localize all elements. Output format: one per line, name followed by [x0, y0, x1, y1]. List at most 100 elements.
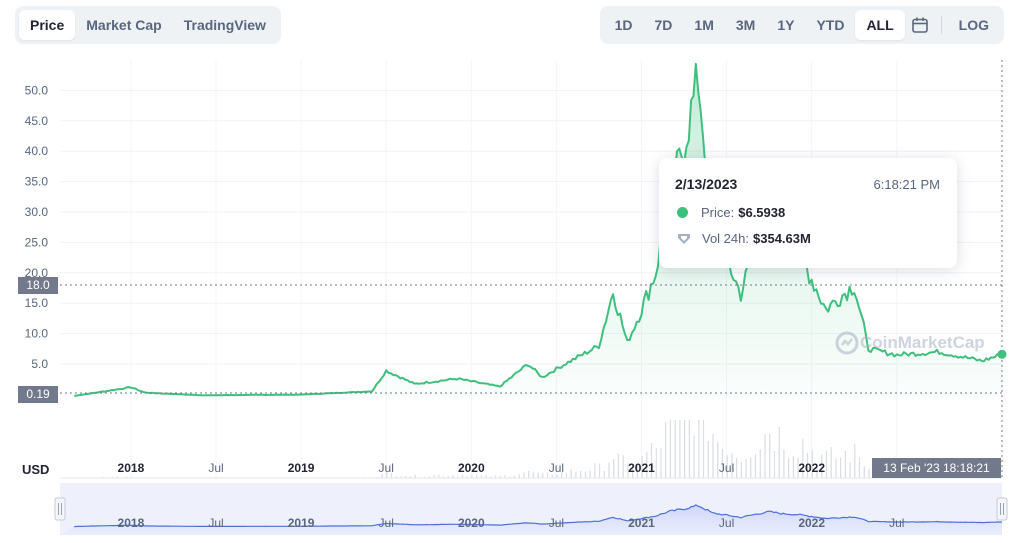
volume-bar [395, 476, 397, 478]
volume-bar [405, 476, 407, 478]
volume-bar [546, 472, 549, 478]
volume-bar [381, 474, 383, 478]
volume-bar [736, 458, 738, 478]
tab-tradingview[interactable]: TradingView [183, 17, 266, 33]
volume-bar [792, 456, 794, 478]
crosshair-y-label: 18.0 [18, 277, 58, 294]
volume-bar [868, 469, 870, 478]
tab-price[interactable]: Price [19, 10, 76, 40]
volume-bar [816, 464, 818, 478]
y-tick-label: 45.0 [25, 114, 49, 128]
tab-1m[interactable]: 1M [694, 17, 714, 33]
volume-bar [485, 474, 487, 478]
volume-bar [759, 449, 761, 478]
volume-bar [390, 473, 393, 478]
volume-bar [627, 463, 629, 478]
tooltip-volume-label: Vol 24h: [702, 231, 749, 246]
volume-bar [660, 447, 662, 478]
y-tick-label: 10.0 [25, 327, 49, 341]
volume-bar [830, 447, 832, 478]
volume-bar [523, 472, 525, 478]
navigator-x-tick-label: 2019 [288, 516, 315, 530]
volume-bar [400, 476, 402, 478]
volume-bar [409, 476, 411, 478]
volume-bar [835, 458, 837, 478]
volume-bar [769, 434, 771, 478]
price-tooltip: 2/13/2023 6:18:21 PM Price: $6.5938 Vol … [659, 158, 957, 268]
volume-bar [825, 451, 828, 478]
volume-bar [490, 476, 492, 478]
volume-bar [745, 458, 747, 478]
volume-bar [863, 466, 865, 478]
volume-bar [641, 456, 643, 478]
volume-bar [476, 474, 478, 478]
x-tick-label: 2020 [458, 461, 485, 475]
volume-bar [811, 450, 813, 478]
volume-bar [542, 472, 544, 478]
volume-bar [698, 420, 700, 478]
volume-bar [726, 455, 728, 478]
y-tick-label: 20.0 [25, 266, 49, 280]
watermark-text: CoinMarketCap [860, 333, 985, 352]
tooltip-price-label: Price: [701, 205, 735, 220]
volume-bar [556, 474, 558, 478]
y-tick-label: 5.0 [31, 357, 48, 371]
volume-bar [589, 470, 591, 478]
tab-7d[interactable]: 7D [654, 17, 673, 33]
log-toggle[interactable]: LOG [958, 17, 989, 33]
volume-bar [679, 420, 681, 478]
volume-bar [466, 476, 468, 478]
calendar-icon[interactable] [905, 10, 935, 40]
x-tick-label: Jul [549, 461, 564, 475]
navigator[interactable]: 2018 Jul 2019 Jul 2020 Jul 2021 Jul 2022 Jul [54, 483, 1008, 535]
volume-bar [858, 457, 861, 478]
tab-all[interactable]: ALL [855, 10, 905, 40]
tab-3m[interactable]: 3M [735, 17, 756, 33]
volume-bar [452, 475, 454, 478]
navigator-left-handle[interactable] [54, 497, 66, 521]
tab-1d[interactable]: 1D [614, 17, 633, 33]
volume-bar [504, 475, 506, 478]
tooltip-volume-value: $354.63M [753, 231, 811, 246]
volume-bar [721, 448, 723, 478]
navigator-x-tick-label: Jul [208, 516, 223, 530]
volume-bar [854, 443, 856, 478]
x-tick-label: 2022 [798, 461, 825, 475]
volume-bar [646, 452, 648, 478]
navigator-right-handle[interactable] [996, 497, 1008, 521]
tab-ytd[interactable]: YTD [816, 17, 845, 33]
tab-1y[interactable]: 1Y [777, 17, 795, 33]
price-dot-icon [677, 207, 688, 218]
y-tick-label: 25.0 [25, 235, 49, 249]
navigator-x-tick-label: 2021 [628, 516, 655, 530]
x-tick-label: Jul [208, 461, 223, 475]
x-tick-label: Jul [379, 461, 394, 475]
volume-bar [471, 475, 473, 478]
price-area [60, 63, 1002, 397]
volume-bar [650, 443, 653, 478]
volume-bar [702, 420, 705, 478]
volume-bar [603, 471, 605, 478]
volume-bar [622, 455, 624, 478]
volume-bar [797, 458, 799, 478]
volume-bar [433, 475, 435, 478]
volume-bar [750, 457, 752, 478]
volume-bar [840, 457, 842, 478]
tooltip-price-value: $6.5938 [738, 205, 786, 220]
navigator-x-tick-label: 2018 [118, 516, 145, 530]
volume-bar [802, 439, 804, 478]
volume-bar [821, 454, 823, 478]
volume-bar [844, 451, 846, 478]
volume-bar [580, 471, 582, 478]
tab-market-cap[interactable]: Market Cap [86, 17, 162, 33]
volume-bar [674, 420, 676, 478]
volume-bar [613, 459, 615, 478]
volume-bar [740, 462, 742, 478]
divider [940, 16, 942, 34]
volume-bar [116, 476, 118, 478]
volume-bar [788, 458, 790, 478]
current-price-point [997, 349, 1007, 359]
y-tick-label: 30.0 [25, 205, 49, 219]
